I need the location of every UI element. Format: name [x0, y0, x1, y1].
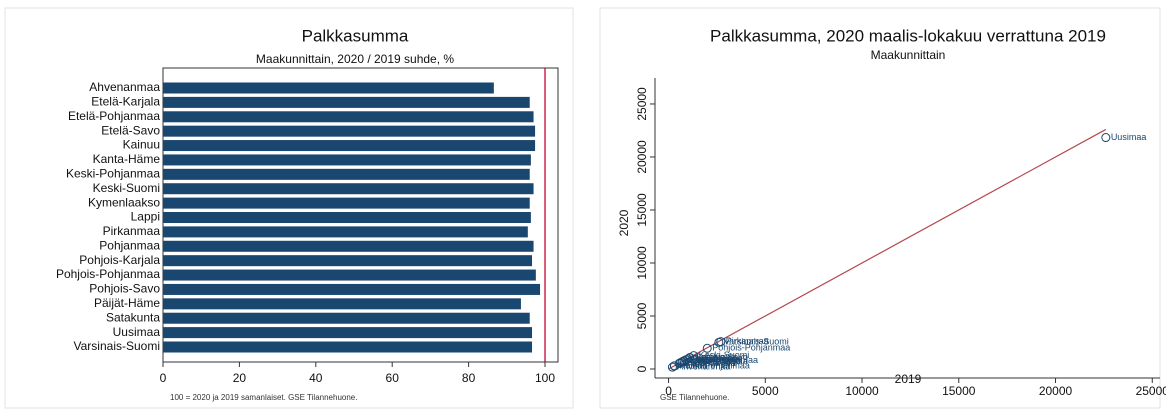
point-label: Pohjanmaa [691, 354, 737, 364]
bar [163, 298, 521, 310]
y-tick-label: Pohjois-Pohjanmaa [56, 267, 160, 281]
x-tick-label: 25000 [1136, 384, 1166, 398]
y-tick-label: Ahvenanmaa [89, 80, 160, 94]
y-tick-label: Päijät-Häme [94, 296, 160, 310]
point-label: Satakunta [695, 352, 736, 362]
bar [163, 197, 530, 209]
bar [163, 341, 533, 353]
x-tick-label: 20 [233, 371, 247, 385]
bar [163, 154, 531, 166]
equality-line [668, 128, 1107, 370]
x-tick-label: 5000 [752, 384, 779, 398]
y-tick-label: 10000 [635, 246, 649, 280]
point-label: Kainuu [679, 360, 707, 370]
point-label: Pirkanmaa [726, 336, 769, 346]
x-tick-label: 20000 [1039, 384, 1073, 398]
y-axis-label: 2020 [617, 209, 631, 236]
y-tick-label: Satakunta [106, 310, 160, 324]
bar [163, 125, 536, 137]
point [667, 362, 677, 372]
bar [163, 240, 534, 252]
x-tick-label: 60 [386, 371, 400, 385]
bar [163, 82, 494, 94]
y-tick-label: Kanta-Häme [93, 152, 161, 166]
right-panel [599, 7, 1161, 409]
y-tick-label: Pohjanmaa [99, 238, 160, 252]
bar [163, 183, 534, 195]
point-label: Varsinais-Suomi [724, 337, 789, 347]
point-label: Keski-Suomi [699, 350, 750, 360]
bar [163, 168, 530, 180]
y-tick-label: 0 [635, 365, 649, 372]
bar [163, 226, 528, 238]
point [677, 357, 687, 367]
y-tick-label: Keski-Suomi [93, 181, 160, 195]
point-label: Etelä-Savo [685, 357, 729, 367]
note: 100 = 2020 ja 2019 samanlaiset. GSE Tila… [170, 393, 357, 402]
chart-subtitle: Maakunnittain [871, 48, 946, 62]
point-label: Pohjois-Pohjanmaa [712, 343, 790, 353]
bar [163, 140, 536, 152]
y-tick-label: Varsinais-Suomi [74, 339, 160, 353]
point [714, 337, 724, 347]
point-label: Pohjois-Savo [695, 352, 748, 362]
point-label: Lappi [689, 355, 711, 365]
chart-title: Palkkasumma [302, 26, 409, 45]
bar [163, 96, 530, 108]
y-tick-label: Etelä-Savo [101, 123, 160, 137]
point-label: Etelä-Pohjanmaa [689, 355, 758, 365]
point-label: Etelä-Karjala [684, 358, 736, 368]
x-tick-label: 15000 [942, 384, 976, 398]
point-label: Uusimaa [1111, 132, 1147, 142]
x-tick-label: 40 [309, 371, 323, 385]
point-label: Keski-Pohjanmaa [679, 360, 750, 370]
y-tick-label: Pohjois-Savo [89, 282, 160, 296]
y-tick-label: 15000 [635, 193, 649, 227]
point-label: Päijät-Häme [693, 353, 743, 363]
x-axis-label: 2019 [895, 372, 922, 386]
y-tick-label: 25000 [635, 87, 649, 121]
y-tick-label: Kymenlaakso [88, 195, 160, 209]
point-label: Kymenlaakso [687, 356, 741, 366]
y-tick-label: Pohjois-Karjala [79, 253, 160, 267]
note: GSE Tilannehuone. [660, 393, 729, 402]
x-tick-label: 0 [160, 371, 167, 385]
y-tick-label: 5000 [635, 302, 649, 329]
point [1101, 133, 1111, 143]
point-label: Ahvenanmaa [677, 362, 730, 372]
chart-title: Palkkasumma, 2020 maalis-lokakuu verratt… [710, 26, 1106, 45]
point [685, 353, 695, 363]
bar [163, 312, 530, 324]
bar [163, 269, 536, 281]
x-tick-label: 0 [665, 384, 672, 398]
y-tick-label: 20000 [635, 140, 649, 174]
chart-subtitle: Maakunnittain, 2020 / 2019 suhde, % [256, 52, 454, 66]
point-label: Pohjois-Karjala [687, 356, 748, 366]
point-label: Kanta-Häme [689, 355, 740, 365]
y-tick-label: Uusimaa [113, 325, 161, 339]
bar [163, 212, 531, 223]
bar [163, 111, 534, 123]
x-tick-label: 10000 [845, 384, 879, 398]
y-tick-label: Lappi [131, 210, 160, 224]
x-tick-label: 100 [535, 371, 555, 385]
y-tick-label: Etelä-Karjala [91, 95, 160, 109]
y-tick-label: Keski-Pohjanmaa [66, 167, 160, 181]
y-tick-label: Pirkanmaa [103, 224, 161, 238]
bar [163, 283, 541, 295]
y-tick-label: Etelä-Pohjanmaa [68, 109, 160, 123]
point [669, 361, 679, 371]
x-tick-label: 80 [462, 371, 476, 385]
point [702, 343, 712, 353]
bar [163, 327, 533, 339]
y-tick-label: Kainuu [123, 138, 160, 152]
bar [163, 255, 533, 267]
point [683, 354, 693, 364]
